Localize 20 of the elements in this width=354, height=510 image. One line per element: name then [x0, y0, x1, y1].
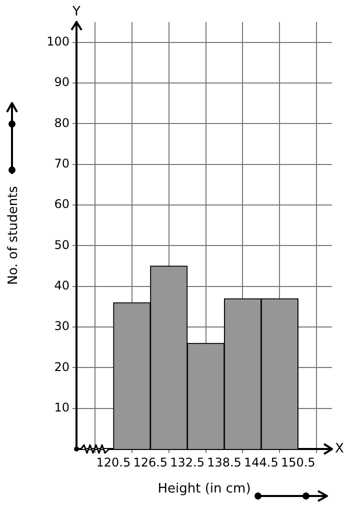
- y-tick-label: 60: [54, 197, 70, 212]
- y-tick-label: 30: [54, 319, 70, 334]
- y-tick-label: 70: [54, 156, 70, 170]
- x-tick-label: 150.5: [280, 455, 316, 470]
- x-tick-label: 120.5: [96, 455, 131, 470]
- y-tick-label: 80: [54, 116, 70, 130]
- text: Y: [72, 4, 81, 20]
- y-axis-title: No. of students: [6, 186, 22, 285]
- y-tick-label: 100: [46, 34, 70, 48]
- y-tick-label: 40: [54, 278, 70, 292]
- y-tick-label: 50: [54, 238, 70, 252]
- text: X: [335, 441, 344, 456]
- x-tick-label: 144.5: [244, 455, 278, 470]
- x-tick-label: 138.5: [207, 455, 242, 470]
- y-tick-label: 10: [54, 400, 70, 414]
- x-tick-label: 132.5: [170, 455, 204, 470]
- x-tick-label: 126.5: [133, 455, 168, 470]
- x-axis-title: Height (in cm): [158, 482, 251, 497]
- y-tick-label: 20: [54, 360, 70, 374]
- y-tick-label: 90: [54, 75, 70, 90]
